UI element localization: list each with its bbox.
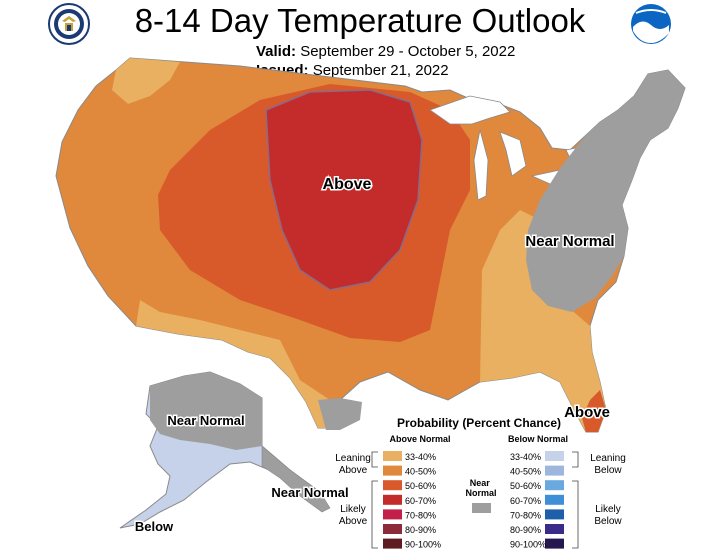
above-swatch-3	[383, 494, 402, 505]
legend-near-header: Near Normal	[465, 478, 496, 498]
valid-value: September 29 - October 5, 2022	[300, 43, 516, 60]
label-near-normal-alaska: Near Normal	[167, 413, 244, 428]
label-leaning-below: Leaning Below	[590, 453, 626, 476]
above-swatch-4	[383, 509, 402, 520]
below-swatch-6	[545, 538, 564, 549]
below-bin-label-3: 60-70%	[510, 496, 541, 506]
region-leaning-above-sw	[136, 300, 330, 428]
bracket-leaning-below	[572, 451, 579, 468]
alaska-near-normal	[150, 372, 262, 450]
above-swatch-1	[383, 465, 402, 476]
alaska-panhandle	[261, 445, 331, 513]
issued-value: September 21, 2022	[312, 62, 449, 79]
below-bin-label-1: 40-50%	[510, 467, 541, 477]
below-bin-label-6: 90-100%	[510, 540, 546, 550]
above-swatch-5	[383, 524, 402, 534]
commerce-seal-icon	[48, 3, 90, 45]
below-swatches: 33-40% 40-50% 50-60% 60-70% 70-80% 80-90% 90-1…	[510, 451, 564, 550]
above-bin-label-2: 50-60%	[405, 481, 436, 491]
above-bin-label-0: 33-40%	[405, 452, 436, 462]
below-bin-label-5: 80-90%	[510, 525, 541, 535]
above-bin-label-5: 80-90%	[405, 525, 436, 535]
valid-line: Valid: September 29 - October 5, 2022	[256, 43, 515, 60]
legend-below-header: Below Normal	[508, 434, 568, 444]
below-swatch-1	[545, 465, 564, 476]
below-swatch-3	[545, 494, 564, 505]
below-bin-label-4: 70-80%	[510, 510, 541, 520]
above-swatch-6	[383, 538, 402, 549]
legend: Probability (Percent Chance) Above Norma…	[335, 416, 626, 550]
noaa-logo-icon	[631, 4, 671, 44]
above-swatches: 33-40% 40-50% 50-60% 60-70% 70-80% 80-90% 90-1…	[383, 451, 441, 550]
bracket-leaning-above	[371, 451, 378, 468]
above-bin-label-1: 40-50%	[405, 467, 436, 477]
below-swatch-5	[545, 524, 564, 534]
valid-label: Valid:	[256, 43, 297, 60]
below-bin-label-2: 50-60%	[510, 481, 541, 491]
region-florida	[582, 390, 606, 432]
label-above-center: Above	[323, 176, 372, 193]
label-leaning-above: Leaning Above	[335, 453, 371, 476]
legend-title: Probability (Percent Chance)	[397, 416, 561, 430]
region-near-normal-texas	[318, 398, 362, 430]
label-near-normal-east: Near Normal	[525, 233, 614, 250]
label-likely-above: Likely Above	[339, 504, 368, 527]
above-bin-label-6: 90-100%	[405, 540, 441, 550]
near-header-line2: Normal	[465, 488, 496, 498]
map-title: 8-14 Day Temperature Outlook	[134, 2, 586, 39]
great-lakes	[429, 95, 597, 201]
near-header-line1: Near	[470, 478, 491, 488]
region-leaning-above-nw	[112, 58, 180, 104]
bracket-likely-below	[572, 480, 579, 549]
below-bin-label-0: 33-40%	[510, 452, 541, 462]
region-near-normal-east	[526, 70, 685, 312]
region-leaning-above-se	[480, 210, 606, 432]
below-swatch-0	[545, 451, 564, 461]
label-below-alaska: Below	[135, 519, 174, 534]
above-bin-label-3: 60-70%	[405, 496, 436, 506]
region-60-70	[265, 89, 423, 291]
label-near-normal-aleutian: Near Normal	[271, 485, 348, 500]
label-above-florida: Above	[564, 404, 610, 421]
above-swatch-0	[383, 451, 402, 461]
label-likely-below: Likely Below	[594, 504, 622, 527]
legend-above-header: Above Normal	[389, 434, 450, 444]
above-bin-label-4: 70-80%	[405, 510, 436, 520]
above-swatch-2	[383, 480, 402, 491]
bracket-likely-above	[371, 480, 378, 549]
below-swatch-4	[545, 509, 564, 520]
below-swatch-2	[545, 480, 564, 491]
legend-near-swatch	[472, 503, 491, 513]
